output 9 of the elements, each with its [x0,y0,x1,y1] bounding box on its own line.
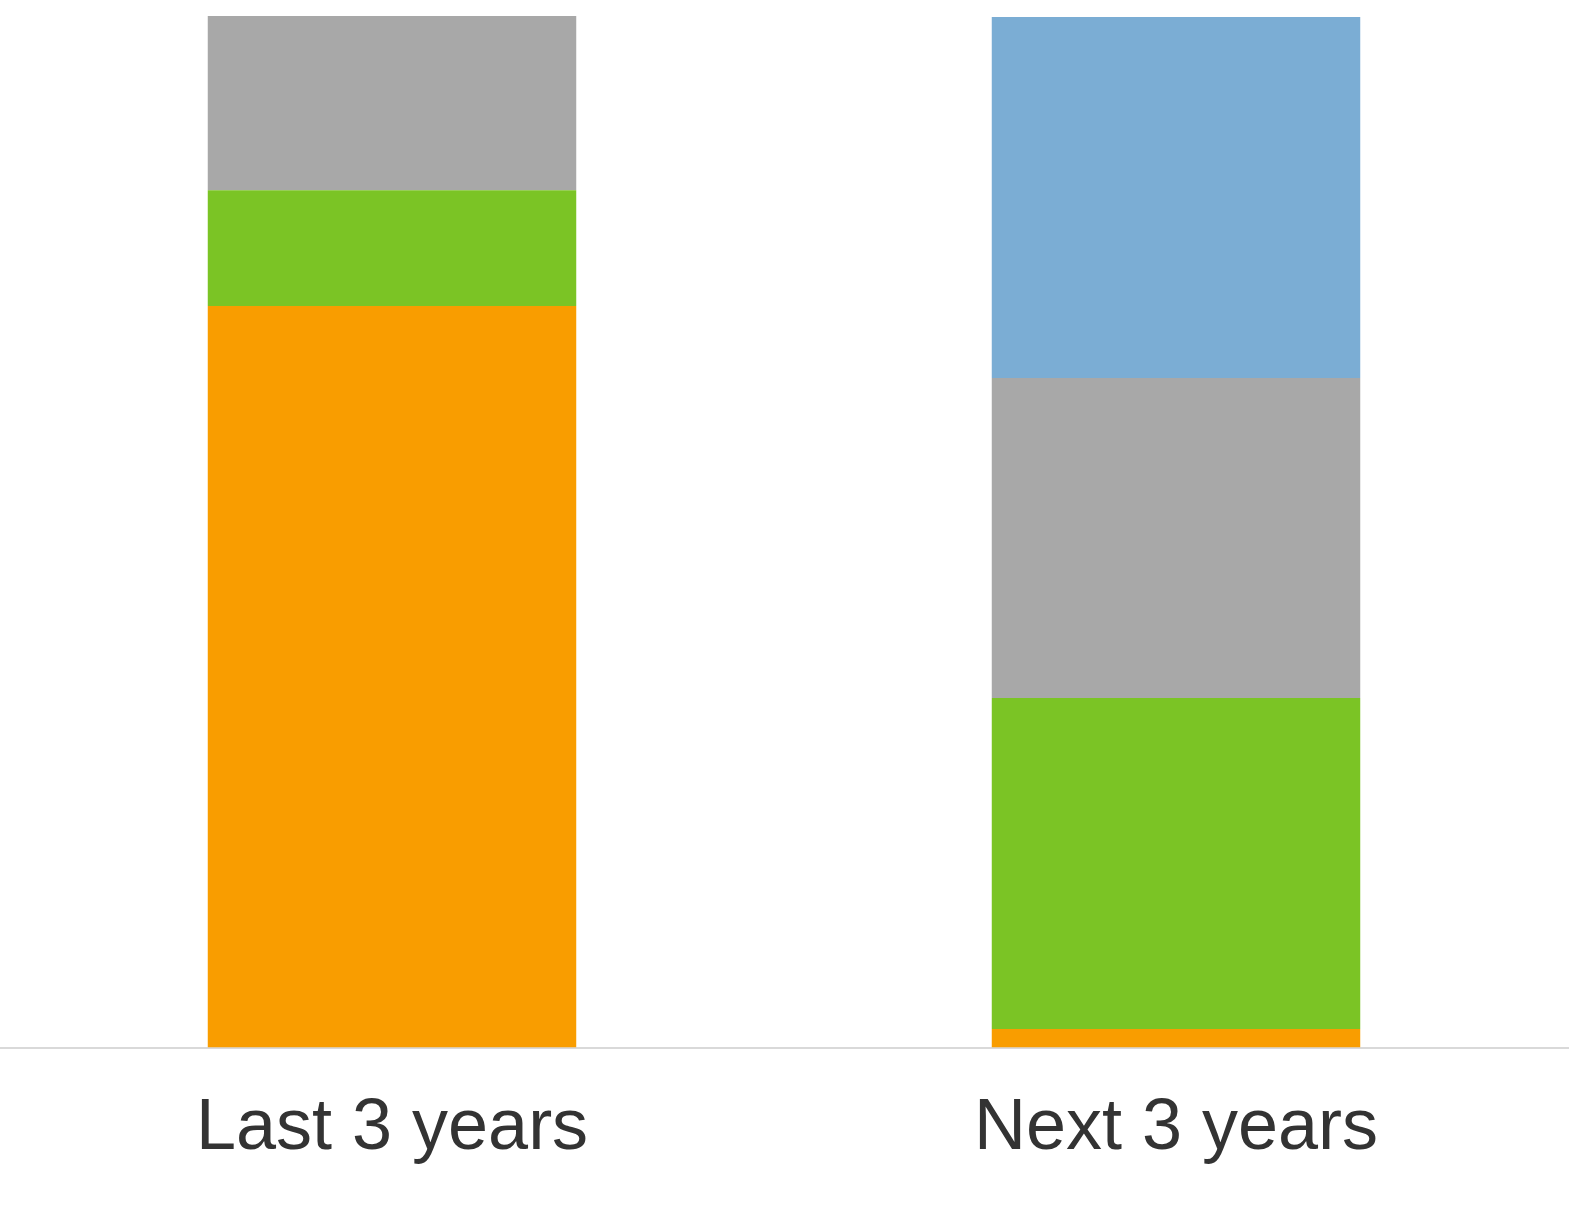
bar [991,378,1361,698]
bar [991,17,1361,379]
bar [991,697,1361,1030]
x-tick-label: Next 3 years [973,1083,1379,1164]
x-tick-label: Last 3 years [195,1083,589,1164]
bar [207,305,577,1048]
bar [207,16,577,191]
bar [991,1029,1361,1048]
bar [207,190,577,306]
